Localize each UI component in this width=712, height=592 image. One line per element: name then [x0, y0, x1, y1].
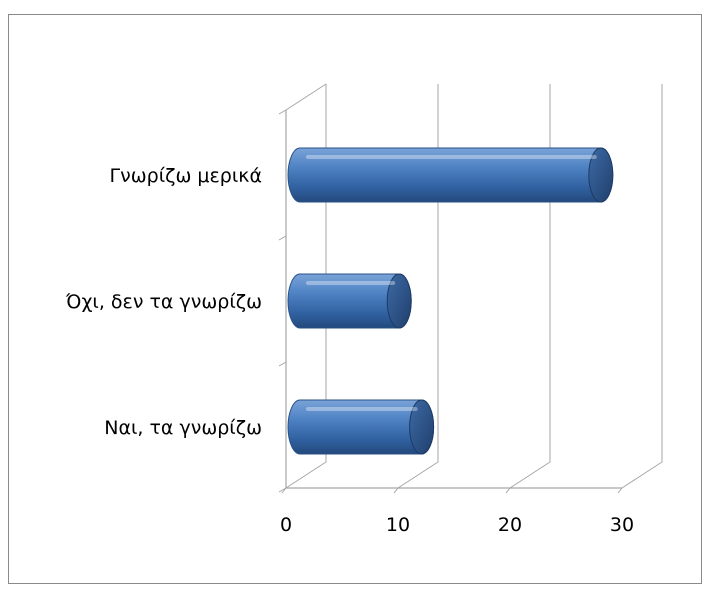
x-tick-3 [617, 487, 623, 494]
bars [287, 147, 614, 455]
gridline-floor-2 [509, 461, 551, 489]
bar-1 [287, 273, 412, 329]
category-label-2: Ναι, τα γνωρίζω [104, 417, 262, 439]
y-tick-0 [278, 109, 287, 115]
bar-cap-1 [386, 273, 412, 329]
y-tick-1 [278, 235, 287, 241]
x-tick-label-0: 0 [280, 514, 292, 536]
bar-cap-0 [588, 147, 614, 203]
grid [285, 84, 663, 489]
x-tick-label-3: 30 [610, 514, 634, 536]
x-tick-label-1: 10 [386, 514, 410, 536]
bar-2 [287, 399, 435, 455]
bar-cap-2 [409, 399, 435, 455]
labels: Γνωρίζω μερικά Όχι, δεν τα γνωρίζω Ναι, τα… [65, 165, 634, 536]
gridline-floor-3 [621, 461, 663, 489]
bar-0 [287, 147, 614, 203]
category-label-0: Γνωρίζω μερικά [110, 165, 262, 187]
y-tick-2 [278, 361, 287, 367]
category-label-1: Όχι, δεν τα γνωρίζω [65, 291, 262, 313]
gridline-floor-0 [285, 461, 327, 489]
wall-top-edge [285, 83, 327, 111]
x-tick-0 [281, 487, 287, 494]
x-tick-1 [393, 487, 399, 494]
axes [278, 83, 623, 494]
gridline-floor-1 [397, 461, 439, 489]
x-tick-label-2: 20 [498, 514, 522, 536]
x-tick-2 [505, 487, 511, 494]
